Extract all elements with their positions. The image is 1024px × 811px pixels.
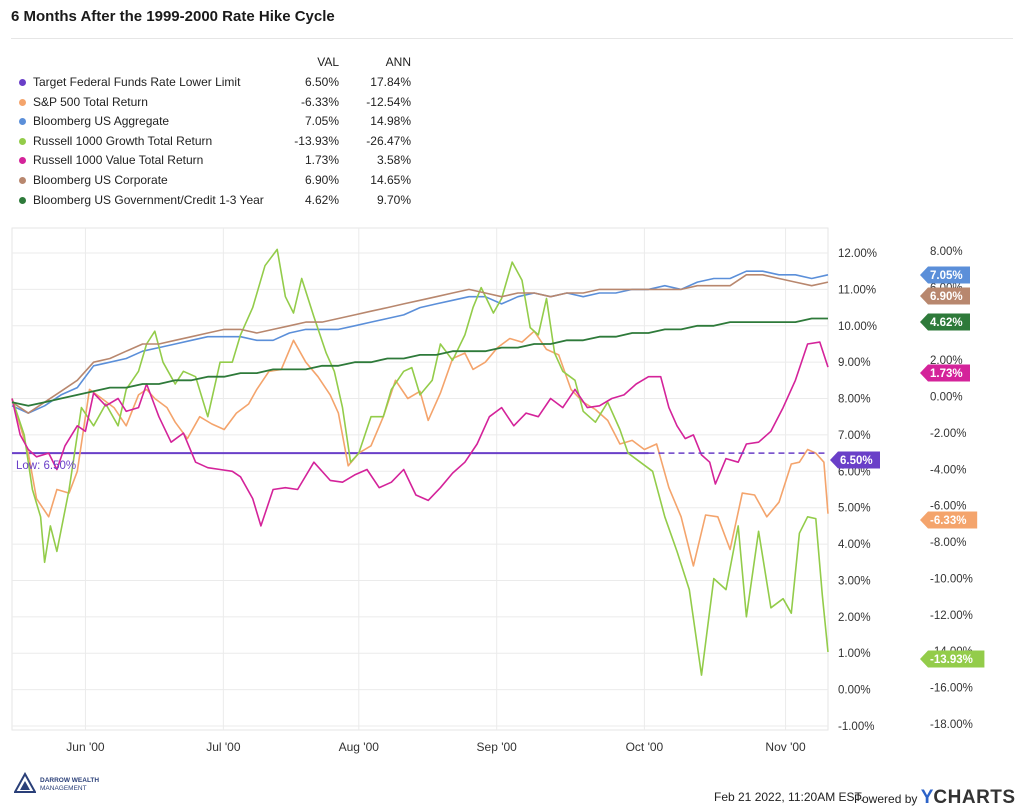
legend-series-ann: -26.47% [366,133,411,148]
end-value-badge [920,287,970,305]
legend-swatch [19,98,26,106]
left-axis-tick-label: 2.00% [838,612,871,624]
series-line [11,330,829,567]
end-value-badge [830,451,880,469]
end-value-badge [920,266,970,284]
end-value-badge [920,313,970,331]
right-axis-tick-label: -4.00% [930,464,966,476]
series-line [11,274,829,414]
left-axis-tick-label: 11.00% [838,284,876,296]
legend-series-val: -6.33% [300,94,339,109]
legend-series-name: S&P 500 Total Return [33,94,148,109]
right-axis-tick-label: 2.00% [930,355,963,367]
end-value-label: 7.05% [930,270,963,282]
ycharts-credit[interactable]: Powered by YCHARTS [854,787,1016,809]
right-axis-tick-label: -16.00% [930,683,973,695]
legend-series-val: 7.05% [304,114,339,129]
footer-timestamp: Feb 21 2022, 11:20AM EST. [714,790,864,804]
line-chart: 12.00% 11.00% 10.00% 9.00% 8.00% 7.00% 6.00% 5.… [11,227,985,754]
ycharts-logo-text: CHARTS [933,787,1016,808]
plot-area [11,227,829,731]
legend-swatch [19,79,26,86]
x-axis-tick-label: Oct '00 [626,740,664,754]
series-line [11,317,828,407]
end-value-badge [920,650,985,668]
ycharts-logo-y: Y [920,787,934,808]
series-line [11,270,829,414]
end-value-label: -6.33% [930,515,966,527]
legend-series-val: 4.62% [304,192,339,207]
right-axis-tick-label: -18.00% [930,719,973,731]
darrow-logo: DARROW WEALTH MANAGEMENT [13,771,99,799]
left-axis-tick-label: 5.00% [838,503,871,515]
legend-series-ann: 14.65% [370,172,411,187]
right-axis-tick-label: -10.00% [930,573,973,585]
right-axis-tick-label: -8.00% [930,537,966,549]
x-axis-tick-label: Jul '00 [206,740,241,754]
legend-series-ann: 17.84% [370,75,411,89]
left-axis-tick-label: 4.00% [838,539,871,551]
legend-series-name: Russell 1000 Growth Total Return [33,133,213,148]
legend-series-ann: -12.54% [366,94,411,109]
legend-series-val: -13.93% [294,133,339,148]
chart-title: 6 Months After the 1999-2000 Rate Hike C… [11,8,335,25]
series-line [11,248,829,676]
end-value-badge [920,511,978,529]
left-axis-tick-label: 10.00% [838,321,877,333]
legend-series-name: Bloomberg US Corporate [33,172,168,187]
series-line [11,341,829,527]
end-value-label: 1.73% [930,368,963,380]
legend-col-ann: ANN [385,55,411,69]
logo-line-2: MANAGEMENT [40,785,87,792]
left-axis-tick-label: 7.00% [838,430,871,442]
legend-series-ann: 3.58% [376,153,411,168]
low-annotation: Low: 6.50% [16,460,76,472]
end-value-label: 6.50% [840,455,873,467]
end-value-label: -13.93% [930,654,973,666]
legend-series-name: Bloomberg US Government/Credit 1-3 Year [33,192,264,207]
left-axis-tick-label: 1.00% [838,648,871,660]
end-value-badge [920,364,970,382]
right-axis-tick-label: -6.00% [930,501,966,513]
right-axis-tick-label: 0.00% [930,392,963,404]
legend-series-name: Russell 1000 Value Total Return [33,153,204,168]
legend-col-val: VAL [317,55,339,69]
left-axis-tick-label: -1.00% [838,721,874,733]
right-axis-tick-label: 8.00% [930,246,963,258]
left-axis-tick-label: 9.00% [838,357,871,369]
legend-swatch [19,196,26,204]
powered-by-text: Powered by [854,792,918,806]
left-axis-tick-label: 8.00% [838,394,871,406]
left-axis-tick-label: 3.00% [838,575,871,587]
x-axis-tick-label: Aug '00 [339,740,380,754]
darrow-mountain-icon [13,771,37,793]
legend-series-ann: 14.98% [370,114,411,129]
end-value-label: 4.62% [930,317,963,329]
x-axis-tick-label: Nov '00 [765,740,806,754]
legend-swatch [19,157,26,165]
x-axis-tick-label: Jun '00 [66,740,105,754]
legend-series-ann: 9.70% [376,192,411,207]
title-divider [11,38,1013,39]
legend-series-val: 1.73% [304,153,339,168]
legend-series-name: Bloomberg US Aggregate [33,114,170,129]
logo-line-1: DARROW WEALTH [40,777,100,784]
left-axis-tick-label: 6.00% [838,466,871,478]
end-value-label: 6.90% [930,291,963,303]
legend-series-val: 6.90% [304,172,339,187]
right-axis-tick-label: -12.00% [930,610,973,622]
left-axis-tick-label: 0.00% [838,685,871,697]
legend-swatch [19,176,26,184]
legend-swatch [19,137,26,145]
right-axis-tick-label: -2.00% [930,428,966,440]
legend-series-name: Target Federal Funds Rate Lower Limit [33,75,241,89]
legend-series-val: 6.50% [304,75,339,89]
left-axis-tick-label: 12.00% [838,248,877,260]
legend-swatch [19,118,26,126]
x-axis-tick-label: Sep '00 [477,740,518,754]
